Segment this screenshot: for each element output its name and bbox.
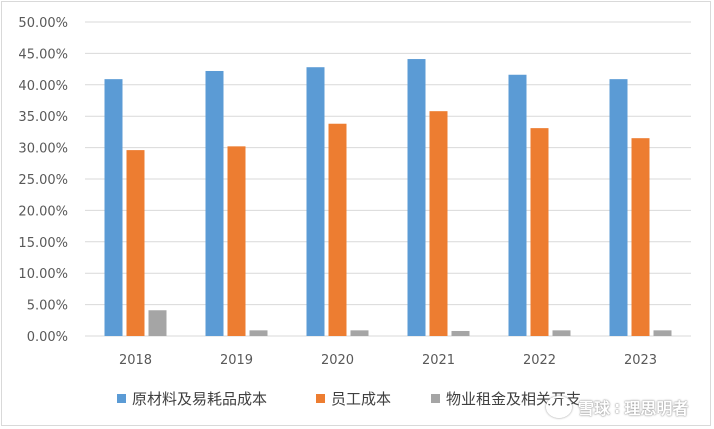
bar-raw-materials bbox=[104, 79, 123, 336]
watermark-separator: : bbox=[614, 397, 621, 417]
y-tick-label: 15.00% bbox=[18, 236, 68, 251]
y-axis-ticks: 0.00% 5.00% 10.00% 15.00% 20.00% 25.00% 30.00%… bbox=[18, 16, 68, 345]
bar-property-rent bbox=[350, 330, 369, 336]
bar-property-rent bbox=[148, 310, 167, 336]
x-tick-label: 2023 bbox=[624, 353, 657, 368]
watermark-brand: 雪球 bbox=[578, 399, 611, 418]
x-tick-label: 2022 bbox=[523, 353, 556, 368]
bars bbox=[104, 59, 672, 337]
x-axis-ticks: 2018 2019 2020 2021 2022 2023 bbox=[119, 353, 657, 368]
legend-item-raw-materials: 原材料及易耗品成本 bbox=[117, 387, 267, 409]
bar-staff-costs bbox=[328, 123, 347, 337]
bar-raw-materials bbox=[407, 59, 426, 336]
y-tick-label: 0.00% bbox=[27, 330, 68, 345]
bar-raw-materials bbox=[205, 70, 224, 336]
watermark-author: 理思明者 bbox=[624, 399, 689, 418]
x-tick-label: 2020 bbox=[321, 353, 354, 368]
x-tick-label: 2021 bbox=[422, 353, 455, 368]
bar-staff-costs bbox=[126, 150, 145, 336]
gridlines bbox=[85, 21, 691, 337]
bar-staff-costs bbox=[429, 111, 448, 337]
legend-item-staff-costs: 员工成本 bbox=[316, 387, 391, 409]
y-tick-label: 25.00% bbox=[18, 173, 68, 188]
y-tick-label: 35.00% bbox=[18, 110, 68, 125]
legend-swatch-raw-materials bbox=[117, 393, 126, 403]
y-tick-label: 40.00% bbox=[18, 79, 68, 94]
bar-property-rent bbox=[653, 330, 672, 336]
y-tick-label: 50.00% bbox=[18, 16, 68, 31]
x-tick-label: 2019 bbox=[220, 353, 253, 368]
bar-staff-costs bbox=[631, 138, 650, 336]
y-tick-label: 5.00% bbox=[27, 299, 68, 314]
bar-staff-costs bbox=[530, 128, 549, 336]
bar-staff-costs bbox=[227, 146, 246, 336]
y-tick-label: 10.00% bbox=[18, 267, 68, 282]
y-tick-label: 20.00% bbox=[18, 204, 68, 219]
bar-raw-materials bbox=[508, 74, 527, 336]
bar-raw-materials bbox=[609, 79, 628, 336]
legend-swatch-property-rent bbox=[431, 393, 440, 403]
bar-raw-materials bbox=[306, 67, 325, 336]
watermark: 雪球 : 理思明者 bbox=[546, 394, 688, 420]
bar-property-rent bbox=[451, 330, 470, 336]
legend-label-staff-costs: 员工成本 bbox=[331, 389, 392, 408]
legend-swatch-staff-costs bbox=[316, 393, 325, 403]
legend-label-raw-materials: 原材料及易耗品成本 bbox=[132, 389, 268, 408]
y-tick-label: 45.00% bbox=[18, 47, 68, 62]
x-tick-label: 2018 bbox=[119, 353, 152, 368]
bar-property-rent bbox=[249, 330, 268, 336]
y-tick-label: 30.00% bbox=[18, 142, 68, 157]
snowball-logo-icon bbox=[546, 396, 572, 418]
bar-property-rent bbox=[552, 330, 571, 336]
